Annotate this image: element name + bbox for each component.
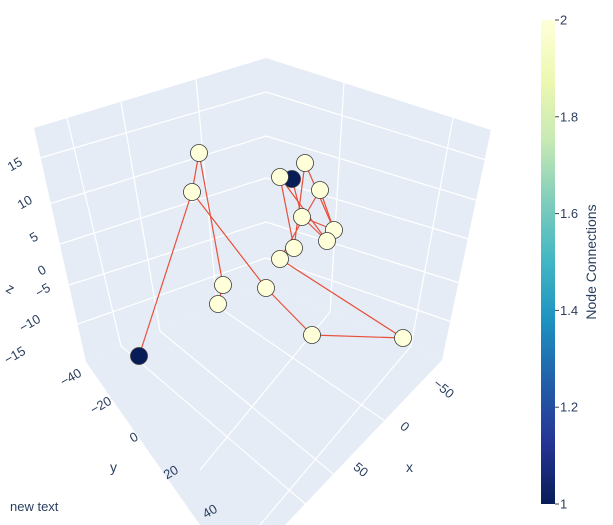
node-16[interactable]	[271, 250, 289, 268]
back-left-wall	[34, 58, 266, 362]
node-4[interactable]	[209, 295, 227, 313]
nodes-layer[interactable]	[130, 144, 412, 365]
z-tick-label: 15	[5, 154, 25, 174]
node-10[interactable]	[311, 181, 329, 199]
y-tick-label: −40	[57, 365, 84, 389]
colorbar-tick-label: 1.6	[560, 206, 578, 221]
edge-4	[191, 191, 267, 289]
colorbar-title: Node Connections	[583, 204, 599, 319]
node-3[interactable]	[214, 276, 232, 294]
node-15[interactable]	[394, 329, 412, 347]
node-6[interactable]	[303, 326, 321, 344]
y-axis-title: y	[110, 459, 117, 475]
scene-3d[interactable]: −15 −10 −50 5 10 15 −40−20 0 20 40 −50 0 50 z y x	[1, 58, 491, 525]
colorbar-tick-label: 1.2	[560, 400, 578, 415]
colorbar-tick-label: 1.4	[560, 303, 578, 318]
z-tick-label: 5	[27, 229, 41, 246]
x-tick-label: 0	[397, 418, 412, 434]
z-tick-label: 10	[15, 192, 35, 212]
z-axis-title: z	[4, 280, 18, 297]
floor-plane	[86, 284, 442, 525]
node-5[interactable]	[257, 279, 275, 297]
colorbar-ticks: 1 1.2 1.4 1.6 1.8 2	[555, 13, 578, 512]
edge-0	[138, 191, 193, 357]
y-tick-label: 40	[200, 501, 220, 521]
node-13[interactable]	[318, 232, 336, 250]
node-9[interactable]	[271, 168, 289, 186]
node-1[interactable]	[190, 144, 208, 162]
node-2[interactable]	[183, 183, 201, 201]
edge-2	[198, 152, 224, 286]
edge-6	[311, 334, 404, 339]
edge-13	[279, 176, 295, 249]
z-axis-ticks: −15 −10 −50 5 10 15	[1, 154, 52, 367]
x-tick-label: −50	[431, 376, 458, 402]
back-right-wall	[266, 58, 491, 360]
footnote-text: new text	[10, 499, 59, 514]
z-tick-label: 0	[35, 262, 49, 279]
y-tick-label: −20	[87, 393, 114, 417]
colorbar-tick-label: 2	[560, 13, 567, 28]
x-tick-label: 50	[351, 459, 372, 480]
z-tick-label: −5	[33, 280, 53, 300]
node-11[interactable]	[293, 208, 311, 226]
colorbar-tick-label: 1	[560, 497, 567, 512]
node-14[interactable]	[285, 239, 303, 257]
colorbar-tick-label: 1.8	[560, 109, 578, 124]
edge-5	[265, 287, 313, 336]
node-0[interactable]	[130, 347, 148, 365]
node-8[interactable]	[296, 154, 314, 172]
x-axis-title: x	[406, 459, 413, 475]
colorbar	[541, 20, 555, 504]
edge-7	[279, 258, 404, 339]
z-tick-label: −10	[16, 311, 43, 335]
y-tick-label: 20	[161, 462, 181, 482]
z-tick-label: −15	[1, 343, 28, 367]
